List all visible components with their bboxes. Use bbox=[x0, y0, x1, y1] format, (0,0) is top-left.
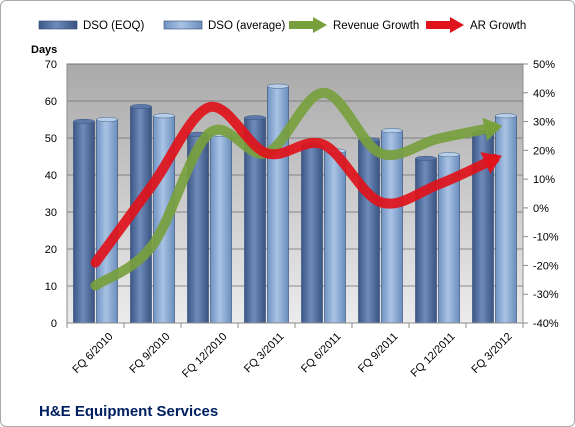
chart-title: H&E Equipment Services bbox=[39, 403, 218, 420]
bar-cap-dso-average bbox=[96, 117, 118, 122]
y-tick-label: 0 bbox=[51, 318, 57, 330]
legend-label-ar-growth: AR Growth bbox=[470, 20, 526, 32]
x-tick-label: FQ 3/2012 bbox=[469, 331, 514, 376]
legend-swatch-dso-average bbox=[163, 20, 203, 30]
bar-cap-dso-average bbox=[495, 113, 517, 119]
x-tick-label: FQ 12/2010 bbox=[180, 331, 230, 381]
y-tick-label: 50 bbox=[45, 133, 57, 145]
x-tick-label: FQ 3/2011 bbox=[242, 331, 287, 376]
bar-cap-dso-eoq bbox=[244, 115, 266, 121]
legend-swatch-dso-eoq bbox=[38, 20, 78, 30]
legend: DSO (EOQ) DSO (average) Revenue Growth AR G… bbox=[38, 17, 526, 33]
y-tick-label: 60 bbox=[45, 96, 57, 108]
bar-dso-eoq bbox=[73, 121, 95, 324]
y2-tick-label: 40% bbox=[533, 88, 555, 100]
x-tick-label: FQ 9/2010 bbox=[127, 331, 172, 376]
bar-dso-average bbox=[210, 134, 232, 324]
arrowhead-ar-growth bbox=[480, 152, 502, 175]
bar-cap-dso-average bbox=[381, 128, 403, 134]
legend-label-dso-average: DSO (average) bbox=[208, 20, 286, 32]
line-ar-growth bbox=[90, 102, 500, 268]
bar-dso-eoq bbox=[301, 145, 323, 324]
bar-dso-eoq bbox=[358, 139, 380, 324]
y-tick-label: 30 bbox=[45, 207, 57, 219]
bar-cap-dso-eoq bbox=[130, 104, 152, 109]
bar-cap-dso-average bbox=[267, 83, 289, 89]
bar-cap-dso-average bbox=[153, 113, 175, 119]
y2-tick-label: -40% bbox=[533, 318, 559, 330]
x-tick-label: FQ 6/2011 bbox=[299, 331, 344, 376]
y2-tick-label: 10% bbox=[533, 174, 555, 186]
bar-dso-average bbox=[495, 115, 517, 324]
y2-tick-label: 30% bbox=[533, 117, 555, 129]
y2-tick-label: -20% bbox=[533, 260, 559, 272]
y2-tick-label: -30% bbox=[533, 289, 559, 301]
bar-cap-dso-eoq bbox=[73, 118, 95, 124]
y2-tick-label: 20% bbox=[533, 145, 555, 157]
bar-cap-dso-average bbox=[438, 152, 460, 158]
y-tick-label: 40 bbox=[45, 170, 57, 182]
arrowhead-revenue-growth bbox=[482, 117, 503, 142]
bar-dso-average bbox=[267, 85, 289, 324]
bar-cap-dso-eoq bbox=[415, 155, 437, 161]
legend-arrow-revenue-growth bbox=[313, 17, 327, 33]
x-tick-label: FQ 6/2010 bbox=[70, 331, 115, 376]
growth-lines bbox=[90, 87, 503, 291]
legend-label-revenue-growth: Revenue Growth bbox=[333, 20, 419, 32]
legend-arrow-ar-growth bbox=[450, 17, 464, 33]
y-tick-label: 70 bbox=[45, 59, 57, 71]
y-tick-label: 20 bbox=[45, 244, 57, 256]
bar-dso-average bbox=[96, 119, 118, 324]
y-axis-title: Days bbox=[31, 44, 57, 56]
y-tick-label: 10 bbox=[45, 281, 57, 293]
y2-tick-label: -10% bbox=[533, 232, 559, 244]
y2-tick-label: 0% bbox=[533, 203, 549, 215]
bar-dso-average bbox=[324, 150, 346, 324]
legend-label-dso-eoq: DSO (EOQ) bbox=[83, 20, 145, 32]
y2-tick-label: 50% bbox=[533, 59, 555, 71]
x-tick-label: FQ 9/2011 bbox=[356, 331, 401, 376]
line-revenue-growth bbox=[90, 87, 500, 291]
x-tick-label: FQ 12/2011 bbox=[409, 331, 458, 380]
